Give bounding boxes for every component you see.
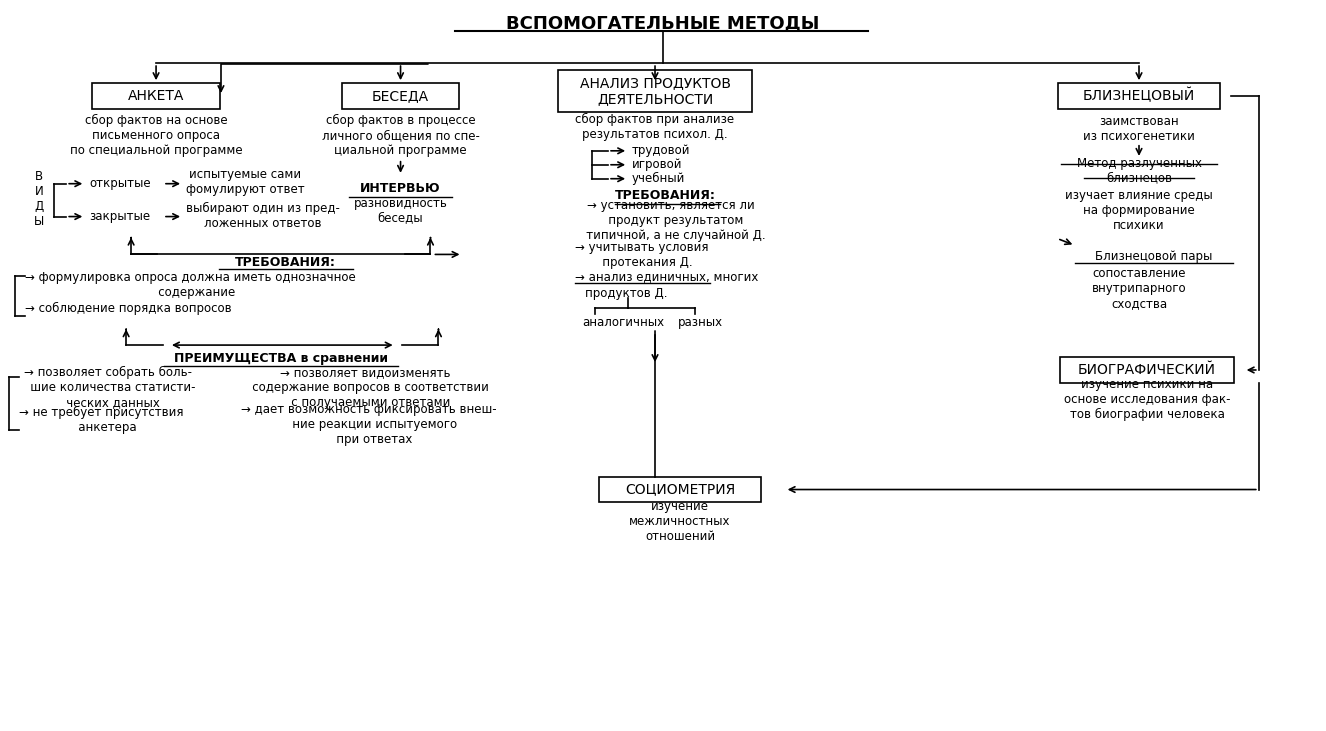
Text: БИОГРАФИЧЕСКИЙ: БИОГРАФИЧЕСКИЙ xyxy=(1078,363,1216,377)
Bar xyxy=(93,83,220,109)
Text: АНАЛИЗ ПРОДУКТОВ
ДЕЯТЕЛЬНОСТИ: АНАЛИЗ ПРОДУКТОВ ДЕЯТЕЛЬНОСТИ xyxy=(579,76,731,106)
Text: разных: разных xyxy=(678,316,723,329)
Text: трудовой: трудовой xyxy=(633,144,691,157)
Text: ТРЕБОВАНИЯ:: ТРЕБОВАНИЯ: xyxy=(615,189,716,202)
Text: ВСПОМОГАТЕЛЬНЫЕ МЕТОДЫ: ВСПОМОГАТЕЛЬНЫЕ МЕТОДЫ xyxy=(507,15,819,32)
Text: испытуемые сами
фомулируют ответ: испытуемые сами фомулируют ответ xyxy=(186,167,305,196)
Text: → учитывать условия
   протекания Д.: → учитывать условия протекания Д. xyxy=(575,241,708,270)
Text: Метод разлученных
близнецов: Метод разлученных близнецов xyxy=(1077,156,1201,185)
Text: заимствован
из психогенетики: заимствован из психогенетики xyxy=(1083,115,1195,143)
Text: разновидность
беседы: разновидность беседы xyxy=(354,197,447,224)
Text: → позволяет собрать боль-
   шие количества статисти-
   ческих данных: → позволяет собрать боль- шие количества… xyxy=(20,366,196,409)
Text: продуктов Д.: продуктов Д. xyxy=(585,287,668,300)
Text: Близнецовой пары: Близнецовой пары xyxy=(1095,250,1213,263)
Text: → дает возможность фиксировать внеш-
   ние реакции испытуемого
   при ответах: → дает возможность фиксировать внеш- ние… xyxy=(241,404,496,446)
Text: В
И
Д
Ы: В И Д Ы xyxy=(34,170,45,227)
Bar xyxy=(1058,83,1220,109)
Bar xyxy=(1059,357,1235,383)
Text: изучение
межличностных
отношений: изучение межличностных отношений xyxy=(630,500,731,543)
Text: ТРЕБОВАНИЯ:: ТРЕБОВАНИЯ: xyxy=(235,256,337,269)
Text: учебный: учебный xyxy=(633,173,686,185)
Text: БЕСЕДА: БЕСЕДА xyxy=(373,89,430,103)
Text: сбор фактов на основе
письменного опроса
по специальной программе: сбор фактов на основе письменного опроса… xyxy=(70,114,243,157)
Text: изучает влияние среды
на формирование
психики: изучает влияние среды на формирование пс… xyxy=(1065,189,1213,232)
Text: сбор фактов при анализе
результатов психол. Д.: сбор фактов при анализе результатов псих… xyxy=(575,113,735,141)
Text: ПРЕИМУЩЕСТВА в сравнении: ПРЕИМУЩЕСТВА в сравнении xyxy=(174,352,387,365)
Text: игровой: игровой xyxy=(633,159,683,171)
Text: сбор фактов в процессе
личного общения по спе-
циальной программе: сбор фактов в процессе личного общения п… xyxy=(322,114,480,157)
Text: → анализ единичных, многих: → анализ единичных, многих xyxy=(575,270,758,283)
Text: изучение психики на
основе исследования фак-
тов биографии человека: изучение психики на основе исследования … xyxy=(1063,379,1231,422)
Text: → не требует присутствия
   анкетера: → не требует присутствия анкетера xyxy=(20,406,184,433)
Text: БЛИЗНЕЦОВЫЙ: БЛИЗНЕЦОВЫЙ xyxy=(1083,88,1195,104)
Text: → позволяет видоизменять
   содержание вопросов в соответствии
   с получаемыми : → позволяет видоизменять содержание вопр… xyxy=(241,366,489,409)
Text: ИНТЕРВЬЮ: ИНТЕРВЬЮ xyxy=(361,182,440,195)
Text: закрытые: закрытые xyxy=(89,210,150,223)
Text: СОЦИОМЕТРИЯ: СОЦИОМЕТРИЯ xyxy=(625,482,735,496)
Text: выбирают один из пред-
ложенных ответов: выбирают один из пред- ложенных ответов xyxy=(186,202,339,230)
Bar xyxy=(558,70,752,112)
Text: → установить, является ли
   продукт результатом
   типичной, а не случайной Д.: → установить, является ли продукт резуль… xyxy=(575,199,766,242)
Text: аналогичных: аналогичных xyxy=(582,316,664,329)
Text: сопоставление
внутрипарного
сходства: сопоставление внутрипарного сходства xyxy=(1091,267,1187,310)
Bar xyxy=(599,477,761,502)
Text: → соблюдение порядка вопросов: → соблюдение порядка вопросов xyxy=(25,302,232,315)
Text: АНКЕТА: АНКЕТА xyxy=(127,89,184,103)
Text: открытые: открытые xyxy=(89,177,151,190)
Text: → формулировка опроса должна иметь однозначное
   содержание: → формулировка опроса должна иметь одноз… xyxy=(25,271,357,299)
Bar xyxy=(342,83,459,109)
